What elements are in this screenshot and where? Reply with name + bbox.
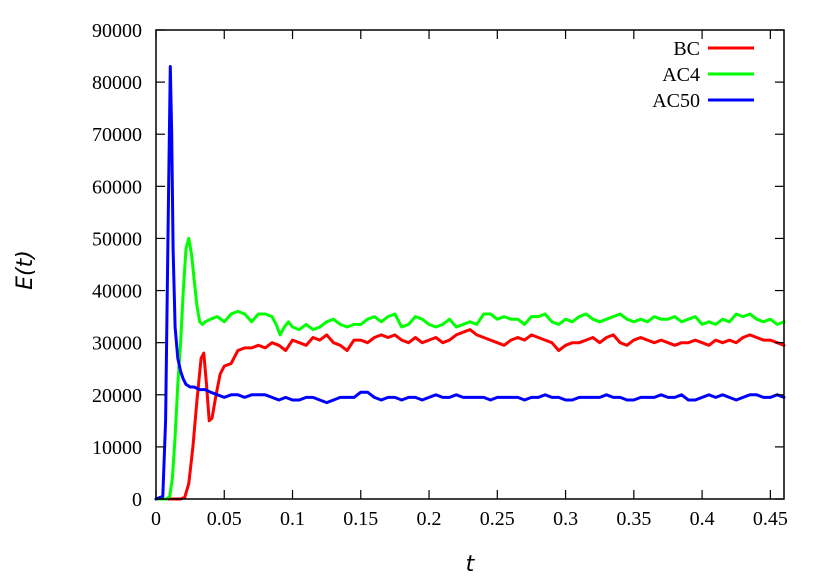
plot-frame: [155, 29, 785, 500]
series-line-ac50: [154, 65, 786, 501]
y-tick-label: 30000: [92, 333, 142, 355]
x-axis-label: t: [466, 552, 476, 577]
legend-label-ac4: AC4: [662, 64, 700, 86]
y-tick-label: 40000: [92, 281, 142, 303]
x-axis: 0 0.05 0.1 0.15 0.2 0.25 0.3 0.35 0.4 0.45: [151, 30, 788, 530]
y-tick-label: 10000: [92, 437, 142, 459]
x-tick-label: 0.4: [690, 508, 715, 530]
plot-lines: [154, 65, 786, 501]
x-tick-label: 0.15: [343, 508, 378, 530]
x-tick-label: 0.25: [480, 508, 515, 530]
y-tick-label: 0: [132, 489, 142, 511]
x-tick-label: 0.2: [417, 508, 442, 530]
y-tick-label: 50000: [92, 228, 142, 250]
legend: BC AC4 AC50: [652, 38, 754, 112]
series-line-ac4: [154, 236, 786, 501]
legend-label-bc: BC: [673, 38, 700, 60]
x-tick-label: 0: [151, 508, 161, 530]
y-axis: 0 10000 20000 30000 40000 50000 60000 70000 8000…: [92, 20, 784, 511]
x-tick-label: 0.1: [280, 508, 305, 530]
y-axis-label: E(t): [13, 250, 38, 290]
y-tick-label: 90000: [92, 20, 142, 42]
series-line-bc: [154, 328, 786, 501]
x-tick-label: 0.45: [753, 508, 788, 530]
x-tick-label: 0.05: [207, 508, 242, 530]
y-tick-label: 20000: [92, 385, 142, 407]
y-tick-label: 60000: [92, 176, 142, 198]
y-tick-label: 80000: [92, 72, 142, 94]
x-tick-label: 0.35: [616, 508, 651, 530]
x-tick-label: 0.3: [553, 508, 578, 530]
legend-label-ac50: AC50: [652, 90, 700, 112]
y-tick-label: 70000: [92, 124, 142, 146]
